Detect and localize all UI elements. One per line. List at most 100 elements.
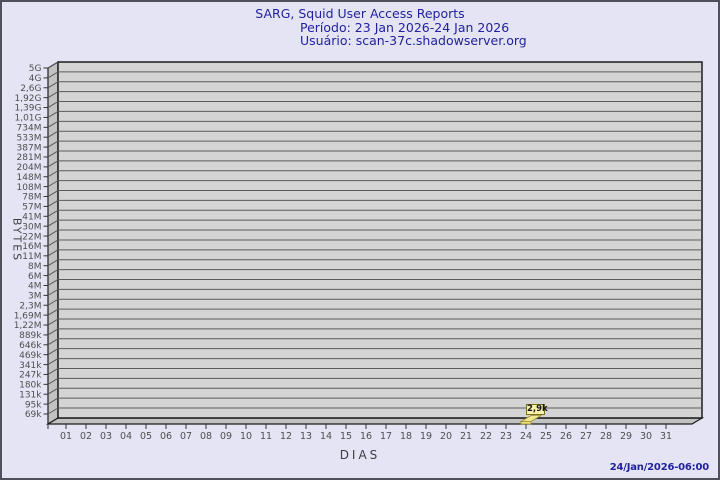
y-gridline-wall-connector [47,269,59,277]
x-tick-label: 13 [300,431,312,442]
y-tick-label: 247k [19,371,42,381]
x-tick-label: 28 [600,431,612,442]
x-tick-label: 06 [160,431,172,442]
x-tick-label: 17 [380,431,392,442]
y-tick-label: 22M [22,232,41,242]
x-tick-label: 15 [340,431,352,442]
x-tick-label: 10 [240,431,252,442]
x-tick-label: 25 [540,431,552,442]
y-gridline-wall-connector [47,110,59,118]
x-tick-label: 24 [520,431,532,442]
y-tick-label: 2,6G [20,84,41,94]
x-tick-label: 18 [400,431,412,442]
y-gridline-wall-connector [47,338,59,346]
y-tick-label: 131k [19,390,42,400]
y-gridline-wall-connector [47,199,59,207]
x-tick-label: 29 [620,431,632,442]
y-gridline-wall-connector [47,348,59,356]
y-gridline-wall-connector [47,81,59,89]
x-tick-label: 22 [480,431,492,442]
y-tick-label: 889k [19,331,42,341]
y-gridline-wall-connector [47,288,59,296]
y-tick-label: 95k [25,400,42,410]
generated-timestamp: 24/Jan/2026-06:00 [609,462,709,473]
y-tick-label: 1,69M [14,311,42,321]
y-gridline-wall-connector [47,318,59,326]
y-gridline-wall-connector [47,397,59,405]
y-tick-label: 78M [22,193,41,203]
y-tick-label: 11M [22,252,41,262]
y-gridline-wall-connector [47,387,59,395]
y-tick-label: 387M [17,143,42,153]
y-tick-label: 341k [19,361,42,371]
y-tick-label: 1,39G [14,104,41,114]
x-axis-title: DIAS [339,448,381,462]
chart-title: SARG, Squid User Access Reports [255,6,465,21]
y-tick-label: 108M [17,183,42,193]
y-tick-label: 180k [19,381,42,391]
chart-subtitle-user: Usuário: scan-37c.shadowserver.org [300,32,527,48]
y-tick-label: 57M [22,203,41,213]
y-gridline-wall-connector [47,140,59,148]
y-tick-label: 533M [17,133,42,143]
y-tick-label: 5G [29,64,42,74]
y-gridline-wall-connector [47,209,59,217]
y-tick-label: 148M [17,173,42,183]
y-tick-label: 30M [22,222,41,232]
y-gridline-wall-connector [47,71,59,79]
y-gridline-wall-connector [47,368,59,375]
y-gridline-wall-connector [47,229,59,237]
y-tick-label: 469k [19,351,42,361]
x-tick-label: 05 [140,431,152,442]
x-tick-label: 11 [260,431,272,442]
x-tick-label: 04 [120,431,132,442]
x-tick-label: 07 [180,431,192,442]
x-tick-label: 09 [220,431,232,442]
x-tick-label: 30 [640,431,652,442]
y-tick-label: 734M [17,124,42,134]
y-tick-label: 1,92G [14,94,41,104]
y-tick-label: 16M [22,242,41,252]
y-gridline-wall-connector [47,377,59,385]
x-tick-label: 27 [580,431,592,442]
y-tick-label: 4M [28,282,42,292]
y-gridline-wall-connector [47,190,59,197]
y-gridline-wall-connector [47,150,59,158]
x-tick-label: 14 [320,431,332,442]
y-gridline-wall-connector [47,239,59,247]
y-gridline-wall-connector [47,170,59,178]
x-tick-label: 08 [200,431,212,442]
y-tick-label: 281M [17,153,42,163]
y-tick-label: 1,01G [14,114,41,124]
y-gridline-wall-connector [47,120,59,128]
y-gridline-wall-connector [47,308,59,316]
y-axis-title: BYTES [10,217,24,263]
y-gridline-wall-connector [47,130,59,138]
y-gridline-wall-connector [47,219,59,227]
y-gridline-wall-connector [47,407,59,415]
x-tick-label: 16 [360,431,372,442]
y-tick-label: 204M [17,163,42,173]
y-gridline-wall-connector [47,180,59,188]
y-tick-label: 2,3M [19,301,41,311]
y-gridline-wall-connector [47,328,59,336]
x-tick-label: 21 [460,431,472,442]
x-tick-label: 31 [660,431,672,442]
y-gridline-wall-connector [47,91,59,99]
y-gridline-wall-connector [47,259,59,267]
bar-top-face [519,415,543,422]
x-tick-label: 20 [440,431,452,442]
x-tick-label: 26 [560,431,572,442]
x-tick-label: 03 [100,431,112,442]
x-tick-label: 23 [500,431,512,442]
y-tick-label: 69k [25,410,42,420]
chart-subtitle-period: Período: 23 Jan 2026-24 Jan 2026 [300,19,510,35]
y-tick-label: 3M [28,292,42,302]
y-gridline-wall-connector [47,101,59,108]
y-tick-label: 6M [28,272,42,282]
y-gridline-wall-connector [47,298,59,306]
x-tick-label: 19 [420,431,432,442]
y-tick-label: 1,22M [14,321,42,331]
